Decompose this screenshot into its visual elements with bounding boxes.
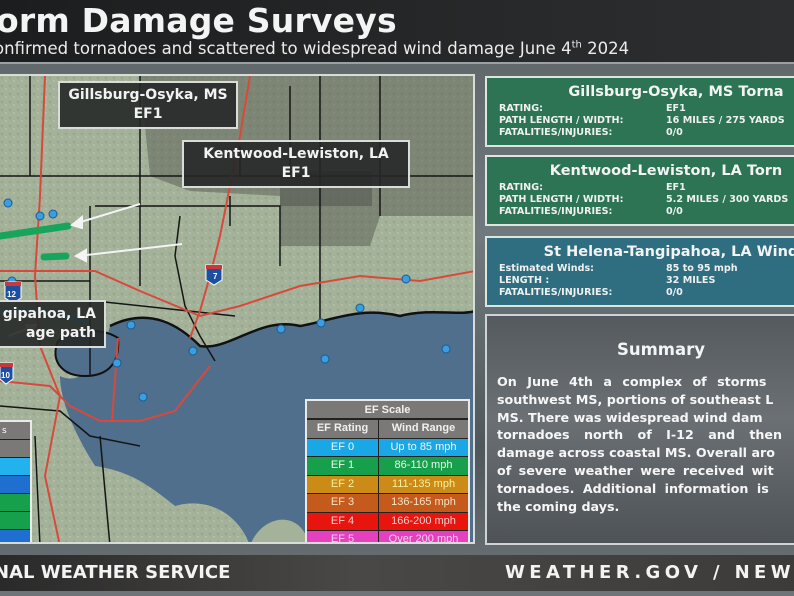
gillsburg-track — [0, 222, 72, 240]
summary-line: damage across coastal MS. Overall aro — [497, 445, 775, 461]
interstate-shield-10 — [0, 362, 14, 385]
damage-map: 12 10 7 Gillsburg-Osyka, MS EF1 Kentwood… — [0, 74, 475, 544]
ef-rating: EF 0 — [307, 438, 379, 456]
panel-gillsburg-osyka: Gillsburg-Osyka, MS Torna RATING: EF1 PAT… — [485, 76, 794, 147]
panel-row-path: PATH LENGTH / WIDTH: 16 MILES / 275 YARDS — [499, 115, 785, 126]
ef-rating: EF 1 — [307, 457, 379, 475]
callout-description: age path — [26, 325, 96, 341]
panel-row-fatalities: FATALITIES/INJURIES: 0/0 — [499, 127, 683, 138]
panel-row-winds: Estimated Winds: 85 to 95 mph — [499, 263, 738, 274]
legend-swatch — [0, 440, 30, 458]
ef-scale-title: EF Scale — [307, 401, 468, 419]
legend-label: s — [0, 422, 30, 440]
callout-rating: EF1 — [133, 106, 163, 122]
panel-title: Gillsburg-Osyka, MS Torna — [568, 84, 784, 100]
ef-range: 111-135 mph — [391, 477, 456, 490]
panel-title: St Helena-Tangipahoa, LA Wind — [543, 244, 794, 260]
callout-location: Kentwood-Lewiston, LA — [203, 146, 389, 162]
panel-row-fatalities: FATALITIES/INJURIES: 0/0 — [499, 287, 683, 298]
left-legend-partial: s — [0, 420, 32, 542]
callout-location: Gillsburg-Osyka, MS — [68, 87, 228, 103]
ef-row-5: EF 5 Over 200 mph — [307, 530, 468, 544]
callout-location: gipahoa, LA — [2, 306, 96, 322]
ef-row-2: EF 2 111-135 mph — [307, 474, 468, 493]
svg-text:12: 12 — [7, 290, 16, 299]
summary-line: the coming days. — [497, 498, 620, 514]
footer-bar: NAL WEATHER SERVICE WEATHER.GOV / NEW — [0, 555, 794, 591]
summary-line: of severe weather were received wit — [497, 462, 774, 478]
callout-rating: EF1 — [281, 165, 311, 181]
summary-line: On June 4th a complex of storms — [497, 374, 767, 389]
panel-row-fatalities: FATALITIES/INJURIES: 0/0 — [499, 206, 683, 217]
summary-line: tornadoes. Additional information is — [497, 480, 769, 496]
legend-swatch — [0, 458, 30, 476]
ef-header-wind: Wind Range — [391, 422, 456, 434]
kentwood-track — [40, 252, 70, 261]
ef-range: Over 200 mph — [388, 533, 459, 544]
ef-header-rating: EF Rating — [307, 420, 379, 438]
summary-line: southwest MS, portions of southeast L — [497, 391, 774, 407]
ef-scale-table: EF Scale EF Rating Wind Range EF 0 Up to… — [305, 399, 470, 544]
legend-swatch — [0, 476, 30, 494]
callout-gillsburg-osyka: Gillsburg-Osyka, MS EF1 — [58, 81, 238, 129]
callout-kentwood-lewiston: Kentwood-Lewiston, LA EF1 — [182, 140, 410, 188]
panel-row-length: LENGTH :32 MILES — [499, 275, 716, 286]
footer-website-link[interactable]: WEATHER.GOV / NEW — [505, 562, 794, 583]
legend-swatch — [0, 494, 30, 512]
svg-text:7: 7 — [213, 272, 218, 281]
ef-range: 166-200 mph — [391, 514, 456, 527]
legend-swatch — [0, 530, 30, 542]
ef-row-4: EF 4 166-200 mph — [307, 511, 468, 530]
panel-title: Kentwood-Lewiston, LA Torn — [549, 163, 783, 179]
footer-agency: NAL WEATHER SERVICE — [0, 562, 231, 583]
panel-kentwood-lewiston: Kentwood-Lewiston, LA Torn RATING: EF1 PA… — [485, 155, 794, 226]
panel-row-rating: RATING: EF1 — [499, 182, 686, 193]
ef-rating: EF 3 — [307, 494, 379, 512]
callout-st-helena-tangipahoa: gipahoa, LA age path — [0, 300, 106, 348]
summary-title: Summary — [616, 340, 706, 359]
panel-row-rating: RATING: EF1 — [499, 103, 686, 114]
svg-text:10: 10 — [1, 371, 10, 380]
summary-body: On June 4th a complex of storms southwes… — [497, 373, 794, 515]
ef-rating: EF 2 — [307, 475, 379, 493]
header-bar: torm Damage Surveys onfirmed tornadoes a… — [0, 0, 794, 64]
ef-range: Up to 85 mph — [390, 440, 457, 453]
ef-rating: EF 5 — [307, 531, 379, 542]
summary-line: MS. There was widespread wind dam — [497, 409, 763, 425]
page-subtitle: onfirmed tornadoes and scattered to wide… — [0, 39, 630, 58]
ef-range: 136-165 mph — [391, 496, 456, 508]
interstate-shield-55 — [205, 264, 223, 286]
panel-row-path: PATH LENGTH / WIDTH: 5.2 MILES / 300 YARD… — [499, 194, 789, 205]
legend-swatch — [0, 512, 30, 530]
page-title: torm Damage Surveys — [0, 1, 397, 40]
summary-line: tornadoes north of I-12 and then s — [497, 427, 794, 443]
panel-st-helena-tangipahoa: St Helena-Tangipahoa, LA Wind Estimated … — [485, 236, 794, 307]
ef-row-0: EF 0 Up to 85 mph — [307, 437, 468, 456]
ef-scale-header-row: EF Rating Wind Range — [307, 419, 468, 438]
summary-panel: Summary On June 4th a complex of storms … — [485, 314, 794, 545]
ef-row-1: EF 1 86-110 mph — [307, 456, 468, 475]
ef-range: 86-110 mph — [394, 459, 453, 471]
ef-rating: EF 4 — [307, 512, 379, 530]
ef-row-3: EF 3 136-165 mph — [307, 493, 468, 512]
